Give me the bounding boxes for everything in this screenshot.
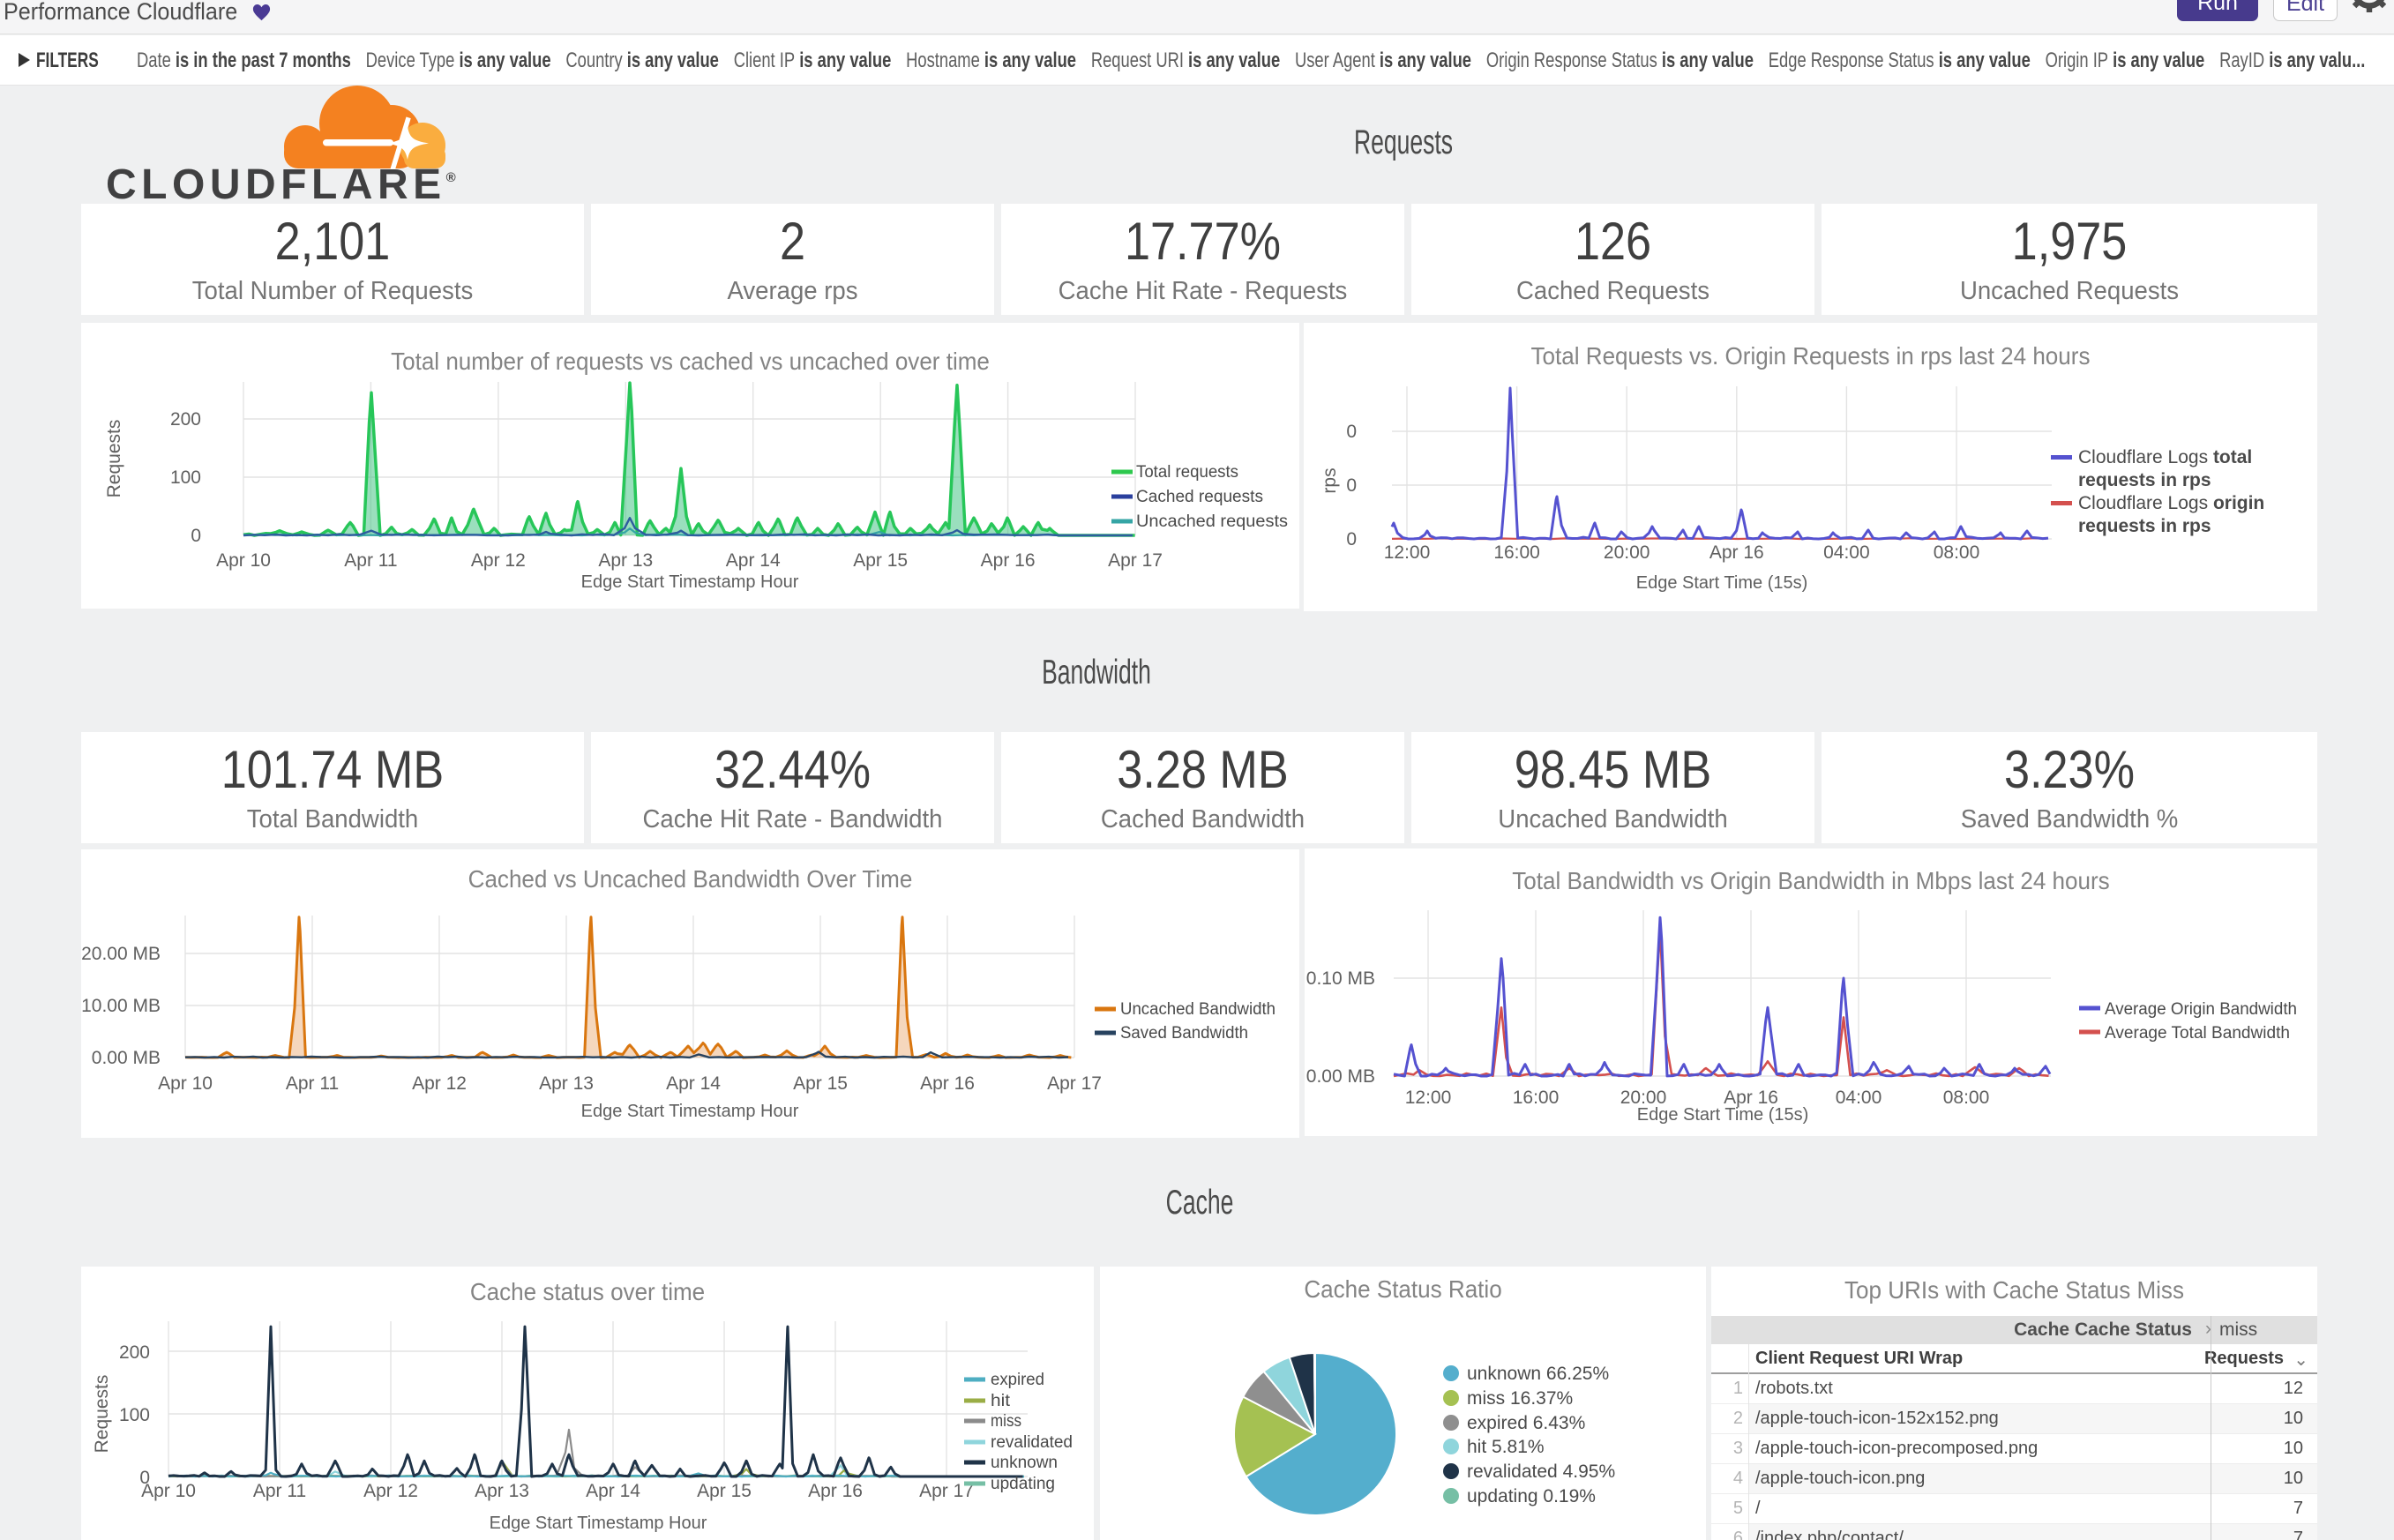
svg-text:Apr 13: Apr 13 xyxy=(539,1073,594,1094)
svg-text:Edge Start Time (15s): Edge Start Time (15s) xyxy=(1636,573,1808,593)
svg-text:08:00: 08:00 xyxy=(1934,542,1980,563)
svg-text:Apr 16: Apr 16 xyxy=(920,1073,975,1094)
svg-text:Apr 15: Apr 15 xyxy=(697,1481,752,1501)
svg-text:04:00: 04:00 xyxy=(1823,542,1870,563)
svg-text:20.00 MB: 20.00 MB xyxy=(81,944,161,964)
svg-text:20:00: 20:00 xyxy=(1620,1088,1667,1108)
svg-text:rps: rps xyxy=(1320,467,1340,493)
svg-text:10.00 MB: 10.00 MB xyxy=(81,996,161,1016)
svg-text:0.00 MB: 0.00 MB xyxy=(1306,1066,1375,1087)
svg-text:Uncached requests: Uncached requests xyxy=(1136,512,1288,531)
svg-text:0: 0 xyxy=(1346,529,1357,549)
svg-text:Apr 12: Apr 12 xyxy=(363,1481,418,1501)
svg-text:Apr 10: Apr 10 xyxy=(158,1073,213,1094)
svg-text:revalidated: revalidated xyxy=(991,1433,1073,1452)
svg-text:04:00: 04:00 xyxy=(1836,1088,1882,1108)
svg-text:updating: updating xyxy=(991,1475,1055,1493)
svg-text:miss: miss xyxy=(991,1412,1021,1431)
svg-text:12:00: 12:00 xyxy=(1405,1088,1452,1108)
svg-text:Apr 13: Apr 13 xyxy=(598,550,653,571)
svg-text:Apr 12: Apr 12 xyxy=(412,1073,467,1094)
svg-text:unknown 66.25%: unknown 66.25% xyxy=(1467,1364,1609,1384)
svg-text:Apr 16: Apr 16 xyxy=(808,1481,863,1501)
svg-text:Apr 10: Apr 10 xyxy=(141,1481,196,1501)
svg-text:Apr 15: Apr 15 xyxy=(793,1073,848,1094)
svg-text:Requests: Requests xyxy=(104,420,124,498)
svg-text:Apr 14: Apr 14 xyxy=(726,550,781,571)
svg-text:Uncached Bandwidth: Uncached Bandwidth xyxy=(1120,1000,1276,1019)
svg-text:20:00: 20:00 xyxy=(1604,542,1650,563)
svg-text:Apr 13: Apr 13 xyxy=(475,1481,529,1501)
svg-text:updating 0.19%: updating 0.19% xyxy=(1467,1486,1596,1506)
svg-text:Apr 17: Apr 17 xyxy=(919,1481,974,1501)
svg-text:Average Total Bandwidth: Average Total Bandwidth xyxy=(2105,1024,2290,1043)
svg-text:16:00: 16:00 xyxy=(1513,1088,1560,1108)
svg-text:Apr 11: Apr 11 xyxy=(286,1073,339,1094)
svg-text:revalidated 4.95%: revalidated 4.95% xyxy=(1467,1462,1615,1482)
svg-text:Apr 16: Apr 16 xyxy=(1709,542,1764,563)
svg-text:0.10 MB: 0.10 MB xyxy=(1306,968,1375,989)
svg-text:Edge Start Timestamp Hour: Edge Start Timestamp Hour xyxy=(490,1514,707,1533)
svg-text:Cached requests: Cached requests xyxy=(1136,488,1263,506)
svg-text:Apr 15: Apr 15 xyxy=(853,550,908,571)
svg-text:Apr 16: Apr 16 xyxy=(981,550,1036,571)
svg-text:Total requests: Total requests xyxy=(1136,463,1238,482)
svg-text:hit 5.81%: hit 5.81% xyxy=(1467,1437,1545,1457)
svg-text:miss 16.37%: miss 16.37% xyxy=(1467,1388,1573,1409)
svg-text:Requests: Requests xyxy=(92,1375,112,1454)
svg-text:unknown: unknown xyxy=(991,1454,1058,1472)
svg-text:Apr 17: Apr 17 xyxy=(1047,1073,1102,1094)
svg-text:Apr 12: Apr 12 xyxy=(471,550,526,571)
svg-text:hit: hit xyxy=(991,1392,1011,1410)
svg-text:Edge Start Timestamp Hour: Edge Start Timestamp Hour xyxy=(581,572,799,592)
svg-text:Apr 10: Apr 10 xyxy=(216,550,271,571)
svg-text:Saved Bandwidth: Saved Bandwidth xyxy=(1120,1024,1248,1043)
svg-text:100: 100 xyxy=(170,467,201,488)
svg-text:Apr 17: Apr 17 xyxy=(1108,550,1163,571)
svg-text:expired: expired xyxy=(991,1371,1044,1389)
svg-text:0: 0 xyxy=(191,526,201,546)
svg-text:0: 0 xyxy=(1346,422,1357,442)
svg-text:16:00: 16:00 xyxy=(1493,542,1540,563)
svg-text:08:00: 08:00 xyxy=(1943,1088,1990,1108)
svg-text:Apr 16: Apr 16 xyxy=(1724,1088,1778,1108)
svg-text:100: 100 xyxy=(119,1405,150,1425)
svg-text:Apr 14: Apr 14 xyxy=(586,1481,640,1501)
svg-text:12:00: 12:00 xyxy=(1384,542,1431,563)
svg-text:Edge Start Time (15s): Edge Start Time (15s) xyxy=(1637,1105,1809,1125)
svg-text:0: 0 xyxy=(1346,475,1357,496)
svg-text:Apr 14: Apr 14 xyxy=(666,1073,721,1094)
svg-text:Average Origin Bandwidth: Average Origin Bandwidth xyxy=(2105,1000,2297,1019)
svg-text:0.00 MB: 0.00 MB xyxy=(92,1048,161,1068)
svg-text:expired 6.43%: expired 6.43% xyxy=(1467,1413,1585,1433)
svg-text:200: 200 xyxy=(119,1342,150,1363)
svg-text:Apr 11: Apr 11 xyxy=(344,550,397,571)
svg-text:200: 200 xyxy=(170,409,201,430)
svg-text:Apr 11: Apr 11 xyxy=(253,1481,306,1501)
svg-text:0: 0 xyxy=(139,1468,150,1488)
svg-text:Edge Start Timestamp Hour: Edge Start Timestamp Hour xyxy=(581,1102,799,1121)
